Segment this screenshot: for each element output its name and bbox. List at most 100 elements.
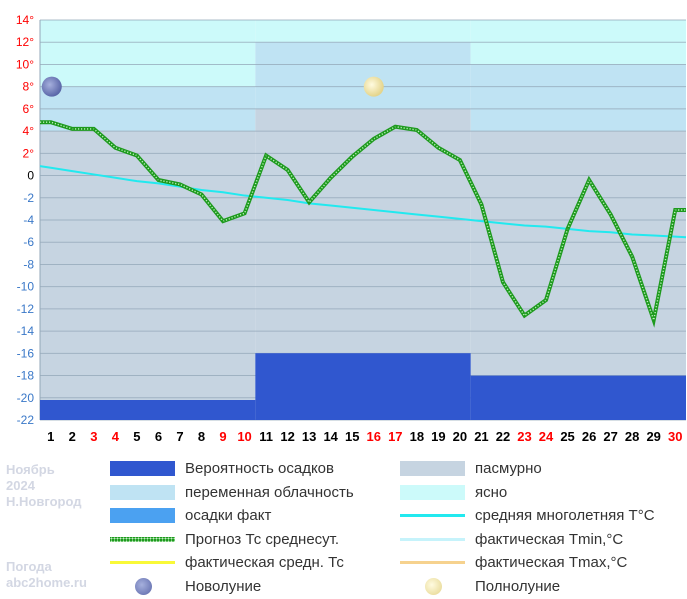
x-tick-label: 4 <box>112 429 120 444</box>
site-label: Погода <box>6 559 52 574</box>
forecast-point <box>179 183 181 186</box>
forecast-point <box>588 179 590 181</box>
legend-item: Прогноз Тс среднесут. <box>110 530 395 550</box>
legend-label: фактическая Tmax,°C <box>475 554 628 571</box>
forecast-point <box>566 228 569 230</box>
forecast-point <box>459 159 461 161</box>
legend-item: Вероятность осадков <box>110 459 395 479</box>
forecast-point <box>287 169 289 171</box>
legend-dotted-swatch <box>110 536 175 542</box>
x-tick-label: 17 <box>388 429 402 444</box>
legend-swatch <box>110 484 175 500</box>
y-tick-label: -8 <box>23 257 34 271</box>
grid-lines <box>39 19 686 421</box>
y-tick-label: -14 <box>17 324 35 338</box>
legend-label: Прогноз Тс среднесут. <box>185 530 340 548</box>
city-label: Н.Новгород <box>6 494 82 509</box>
x-tick-label: 21 <box>474 429 488 444</box>
forecast-point <box>114 147 116 149</box>
year-label: 2024 <box>6 478 35 493</box>
legend-item: средняя многолетняя T°C <box>400 506 685 526</box>
legend-label: Вероятность осадков <box>185 460 334 477</box>
forecast-point <box>222 220 224 222</box>
new-moon-icon <box>41 76 62 97</box>
overcast-band-3 <box>470 131 686 420</box>
legend-line-swatch <box>400 514 465 517</box>
legend-label: фактическая средн. Тс <box>185 554 344 571</box>
full-moon-legend-icon <box>425 577 442 595</box>
x-tick-label: 24 <box>539 429 554 444</box>
forecast-point <box>351 156 353 158</box>
legend-item: фактическая Tmin,°C <box>400 530 685 550</box>
x-tick-label: 16 <box>367 429 381 444</box>
y-tick-label: -6 <box>23 235 34 249</box>
forecast-point <box>394 126 396 128</box>
y-tick-label: -20 <box>17 391 35 405</box>
overcast-band-1 <box>40 131 256 420</box>
legend-item: фактическая Tmax,°C <box>400 553 685 573</box>
legend-label: Полнолуние <box>475 577 561 595</box>
forecast-point <box>545 299 547 301</box>
x-tick-label: 3 <box>90 429 97 444</box>
forecast-point <box>157 179 160 181</box>
forecast-point <box>50 121 52 123</box>
y-tick-label: -16 <box>17 346 35 360</box>
moon-phase-markers <box>41 76 384 97</box>
x-tick-label: 11 <box>259 429 273 444</box>
legend-label: средняя многолетняя T°C <box>475 507 655 524</box>
y-tick-label: -10 <box>17 280 35 294</box>
y-tick-label: 14° <box>16 13 34 27</box>
y-tick-label: 0 <box>27 169 34 183</box>
y-tick-label: 12° <box>16 35 34 49</box>
forecast-point <box>265 154 267 157</box>
full-moon-icon <box>363 76 384 97</box>
legend-swatch <box>110 461 175 476</box>
precip-probability-bar-2 <box>255 353 471 420</box>
legend-swatch <box>110 508 175 523</box>
legend-item: пасмурно <box>400 459 685 479</box>
partly-cloudy-band-3 <box>470 64 686 132</box>
legend-line-swatch <box>110 561 175 564</box>
precip-probability-bar-1 <box>40 400 256 420</box>
x-tick-label: 25 <box>560 429 574 444</box>
x-tick-label: 27 <box>603 429 617 444</box>
forecast-point <box>308 201 310 203</box>
x-tick-label: 13 <box>302 429 316 444</box>
y-tick-label: -18 <box>17 369 35 383</box>
clear-band-2 <box>255 20 471 43</box>
x-tick-label: 30 <box>668 429 682 444</box>
x-tick-label: 7 <box>176 429 183 444</box>
x-tick-label: 29 <box>646 429 660 444</box>
legend-label: Новолуние <box>185 577 262 595</box>
legend-item: осадки факт <box>110 506 395 526</box>
x-tick-label: 15 <box>345 429 359 444</box>
series-lines <box>39 120 687 328</box>
y-tick-label: -12 <box>17 302 35 316</box>
x-tick-label: 9 <box>219 429 226 444</box>
y-tick-label: 2° <box>23 146 35 160</box>
x-tick-label: 12 <box>280 429 294 444</box>
forecast-point <box>523 314 526 317</box>
legend-line-swatch <box>400 561 465 564</box>
y-tick-label: 6° <box>23 102 35 116</box>
x-tick-label: 22 <box>496 429 510 444</box>
site-url: abc2home.ru <box>6 575 87 590</box>
y-tick-label: 4° <box>23 124 35 138</box>
forecast-point <box>330 177 332 179</box>
x-tick-label: 20 <box>453 429 467 444</box>
forecast-point <box>610 213 612 216</box>
legend-line-swatch <box>400 537 465 541</box>
legend-swatch <box>400 461 465 476</box>
x-tick-label: 2 <box>69 429 76 444</box>
forecast-point <box>136 154 138 157</box>
x-tick-label: 18 <box>410 429 424 444</box>
y-tick-label: 10° <box>16 57 34 71</box>
x-tick-label: 10 <box>237 429 251 444</box>
legend-item: Новолуние <box>110 577 395 597</box>
y-tick-label: -22 <box>17 413 35 427</box>
y-tick-label: -2 <box>23 191 34 205</box>
legend-label: фактическая Tmin,°C <box>475 530 624 548</box>
x-tick-label: 14 <box>323 429 338 444</box>
legend-swatch <box>400 484 465 500</box>
forecast-point <box>93 128 95 130</box>
